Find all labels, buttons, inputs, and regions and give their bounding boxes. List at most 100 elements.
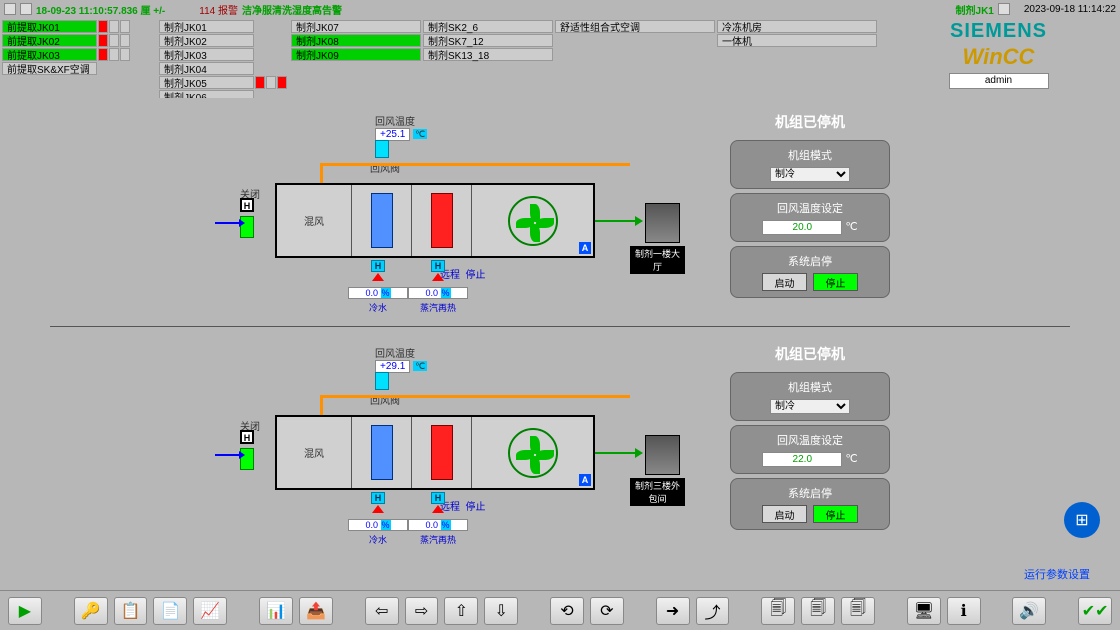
room-icon [645, 203, 680, 243]
mixing-section: 混风 [277, 185, 352, 256]
room-icon [645, 435, 680, 475]
nav-button[interactable]: 制剂JK09 [291, 48, 421, 61]
valve-h-icon: H [371, 492, 385, 504]
sys-label: 系统启停 [737, 253, 883, 269]
redo-button[interactable]: ⟳ [590, 597, 624, 625]
nav-button[interactable]: 制剂JK03 [159, 48, 254, 61]
status-icon[interactable] [20, 3, 32, 15]
siemens-logo: SIEMENS [950, 20, 1047, 43]
nav-button[interactable]: 前提取SK&XF空调 [2, 62, 97, 75]
copy3-button[interactable]: 🗐 [841, 597, 875, 625]
nav-button[interactable]: 制剂JK05 [159, 76, 254, 89]
nav-back-button[interactable]: ⇦ [365, 597, 399, 625]
info-button[interactable]: ℹ [947, 597, 981, 625]
nav-button[interactable]: 一体机 [717, 34, 877, 47]
return-duct [320, 163, 630, 166]
valve-label: 蒸汽再热 [408, 301, 468, 314]
refresh-button[interactable]: ⟲ [550, 597, 584, 625]
stop-button[interactable]: 停止 [813, 505, 858, 523]
temp-set-value[interactable]: 22.0 [762, 452, 842, 467]
separator [50, 326, 1070, 327]
bottom-toolbar: ▶ 🔑 📋 📄 📈 📊 📤 ⇦ ⇨ ⇧ ⇩ ⟲ ⟳ ➜ ⤴ 🗐 🗐 🗐 🖥 ℹ … [0, 590, 1120, 630]
nav-button[interactable]: 前提取JK02 [2, 34, 97, 47]
return-damper-icon [375, 372, 389, 390]
room-label: 制剂一楼大厅 [630, 246, 685, 274]
login-button[interactable]: ➜ [656, 597, 690, 625]
alarm-text: 洁净服清洗湿度高告警 [242, 2, 342, 17]
menu-circle-button[interactable]: ⊞ [1064, 502, 1100, 538]
alarm-indicator [277, 76, 287, 89]
sound-button[interactable]: 🔊 [1012, 597, 1046, 625]
valve-h-icon: H [431, 260, 445, 272]
steam-reheat-valve: H 0.0 % 蒸汽再热 [408, 260, 468, 314]
alarm-indicator [109, 48, 119, 61]
nav-button[interactable]: 制剂SK7_12 [423, 34, 553, 47]
stop-button[interactable]: 停止 [813, 273, 858, 291]
valve-h-icon: H [371, 260, 385, 272]
mode-label: 机组模式 [737, 147, 883, 163]
return-temp-label: 回风温度+29.1 ℃ [375, 345, 427, 373]
report-button[interactable]: 📊 [259, 597, 293, 625]
copy2-button[interactable]: 🗐 [801, 597, 835, 625]
top-status-bar: 18-09-23 11:10:57.836 厘 +/- 114 报警 洁净服清洗… [0, 0, 1120, 18]
temp-set-label: 回风温度设定 [737, 200, 883, 216]
auto-badge: A [579, 474, 591, 486]
list-button[interactable]: 📋 [114, 597, 148, 625]
nav-button[interactable]: 制剂JK07 [291, 20, 421, 33]
fan-section: A [472, 185, 593, 256]
nav-button[interactable]: 制剂SK13_18 [423, 48, 553, 61]
sheet-button[interactable]: 📄 [153, 597, 187, 625]
nav-button[interactable]: 制剂SK2_6 [423, 20, 553, 33]
alarm-indicator [120, 34, 130, 47]
supply-arrow-icon [635, 448, 643, 458]
export-button[interactable]: 📤 [299, 597, 333, 625]
status-icon[interactable] [4, 3, 16, 15]
current-unit-title: 制剂JK1 [956, 2, 994, 17]
inlet-arrow-icon [215, 454, 240, 456]
status-icon[interactable] [998, 3, 1010, 15]
mode-select[interactable]: 制冷 [770, 167, 850, 182]
diagram-area: 回风温度+25.1 ℃ 回风阀 关闭 H 混风 A 制剂一楼 [0, 98, 1120, 588]
heating-coil-section [412, 417, 472, 488]
nav-button[interactable]: 冷冻机房 [717, 20, 877, 33]
hvac-unit: 回风温度+25.1 ℃ 回风阀 关闭 H 混风 A 制剂一楼 [200, 108, 900, 318]
supply-duct [595, 452, 640, 454]
nav-down-button[interactable]: ⇩ [484, 597, 518, 625]
room-label: 制剂三楼外包间 [630, 478, 685, 506]
logout-button[interactable]: ⤴ [696, 597, 730, 625]
ahu-box: 混风 A [275, 183, 595, 258]
user-box[interactable]: admin [949, 73, 1049, 89]
nav-button[interactable]: 制剂JK02 [159, 34, 254, 47]
datetime: 2023-09-18 11:14:22 [1024, 4, 1116, 15]
cold-water-valve: H 0.0 % 冷水 [348, 492, 408, 546]
nav-header-comfort-ac[interactable]: 舒适性组合式空调 [555, 20, 715, 33]
ack-button[interactable]: ✔✔ [1078, 597, 1112, 625]
start-button[interactable]: 启动 [762, 273, 807, 291]
nav-button[interactable]: 前提取JK03 [2, 48, 97, 61]
control-panels: 机组已停机 机组模式 制冷 回风温度设定 22.0 ℃ 系统启停 启动 停止 [720, 340, 900, 534]
nav-fwd-button[interactable]: ⇨ [405, 597, 439, 625]
fan-section: A [472, 417, 593, 488]
nav-up-button[interactable]: ⇧ [444, 597, 478, 625]
alarm-indicator [109, 34, 119, 47]
start-button[interactable]: 启动 [762, 505, 807, 523]
nav-button[interactable]: 制剂JK08 [291, 34, 421, 47]
key-button[interactable]: 🔑 [74, 597, 108, 625]
nav-button[interactable]: 制剂JK04 [159, 62, 254, 75]
temp-setpoint-panel: 回风温度设定 22.0 ℃ [730, 425, 890, 474]
screen-button[interactable]: 🖥 [907, 597, 941, 625]
valve-label: 蒸汽再热 [408, 533, 468, 546]
mode-select[interactable]: 制冷 [770, 399, 850, 414]
runtime-params-link[interactable]: 运行参数设置 [1024, 566, 1090, 582]
nav-button[interactable]: 制剂JK01 [159, 20, 254, 33]
nav-button[interactable]: 前提取JK01 [2, 20, 97, 33]
return-temp-label: 回风温度+25.1 ℃ [375, 113, 427, 141]
alarm-indicator [266, 76, 276, 89]
wincc-logo: WinCC [963, 44, 1035, 70]
play-button[interactable]: ▶ [8, 597, 42, 625]
mode-label: 机组模式 [737, 379, 883, 395]
temp-set-value[interactable]: 20.0 [762, 220, 842, 235]
alarm-indicator [98, 34, 108, 47]
trend-button[interactable]: 📈 [193, 597, 227, 625]
copy1-button[interactable]: 🗐 [761, 597, 795, 625]
